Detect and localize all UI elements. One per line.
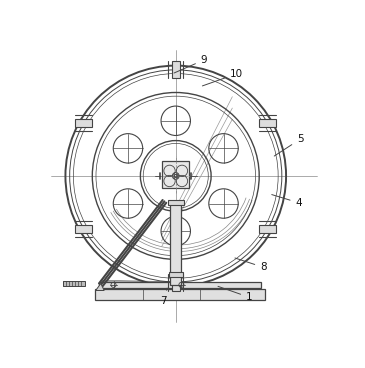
Bar [162, 161, 189, 188]
Text: 7: 7 [161, 288, 167, 306]
Text: 10: 10 [203, 69, 243, 86]
Text: 9: 9 [174, 55, 207, 73]
Bar [76, 118, 92, 127]
Bar [259, 118, 276, 127]
Bar [170, 201, 181, 285]
Bar [168, 200, 184, 205]
Bar [95, 289, 265, 300]
Text: 8: 8 [235, 258, 267, 272]
Bar [76, 225, 92, 233]
Bar [63, 281, 85, 286]
Bar [169, 272, 182, 277]
Text: 1: 1 [218, 286, 253, 302]
Polygon shape [96, 283, 104, 290]
Text: 4: 4 [272, 195, 302, 208]
Bar [259, 225, 276, 233]
Bar [99, 282, 261, 288]
Bar [172, 61, 180, 78]
Text: 5: 5 [274, 134, 304, 156]
Bar [172, 273, 180, 290]
